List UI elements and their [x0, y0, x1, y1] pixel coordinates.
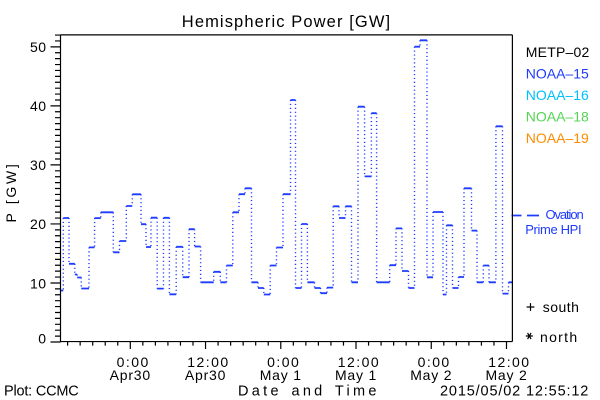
svg-text:12:00: 12:00 [187, 354, 229, 370]
svg-text:50: 50 [30, 39, 47, 55]
svg-text:Ovation: Ovation [546, 207, 584, 222]
svg-text:Date and Time: Date and Time [238, 384, 380, 400]
svg-text:2015/05/02 12:55:12: 2015/05/02 12:55:12 [440, 384, 589, 400]
svg-text:May 1: May 1 [335, 367, 377, 383]
svg-text:Hemispheric Power [GW]: Hemispheric Power [GW] [182, 13, 391, 31]
svg-text:0:00: 0:00 [117, 354, 150, 370]
svg-text:NOAA–15: NOAA–15 [526, 66, 589, 82]
svg-text:Plot: CCMC: Plot: CCMC [4, 384, 79, 400]
svg-text:May 2: May 2 [410, 367, 452, 383]
svg-text:north: north [540, 329, 578, 345]
svg-text:south: south [543, 299, 580, 315]
svg-text:30: 30 [30, 157, 47, 173]
svg-text:Apr30: Apr30 [185, 367, 226, 383]
svg-text:12:00: 12:00 [338, 354, 380, 370]
svg-text:Apr30: Apr30 [110, 367, 151, 383]
svg-text:NOAA–19: NOAA–19 [526, 130, 589, 146]
svg-text:10: 10 [30, 275, 47, 291]
svg-text:0:00: 0:00 [418, 354, 451, 370]
svg-text:Prime HPI: Prime HPI [525, 222, 581, 237]
svg-text:May 1: May 1 [260, 367, 302, 383]
svg-text:May 2: May 2 [485, 367, 527, 383]
svg-text:0: 0 [38, 330, 46, 346]
svg-text:P [GW]: P [GW] [3, 161, 19, 222]
svg-text:20: 20 [30, 216, 47, 232]
svg-text:12:00: 12:00 [488, 354, 530, 370]
svg-text:40: 40 [30, 98, 47, 114]
svg-text:NOAA–16: NOAA–16 [526, 87, 589, 103]
svg-text:0:00: 0:00 [267, 354, 300, 370]
svg-text:NOAA–18: NOAA–18 [526, 109, 589, 125]
svg-text:METP–02: METP–02 [526, 44, 590, 60]
